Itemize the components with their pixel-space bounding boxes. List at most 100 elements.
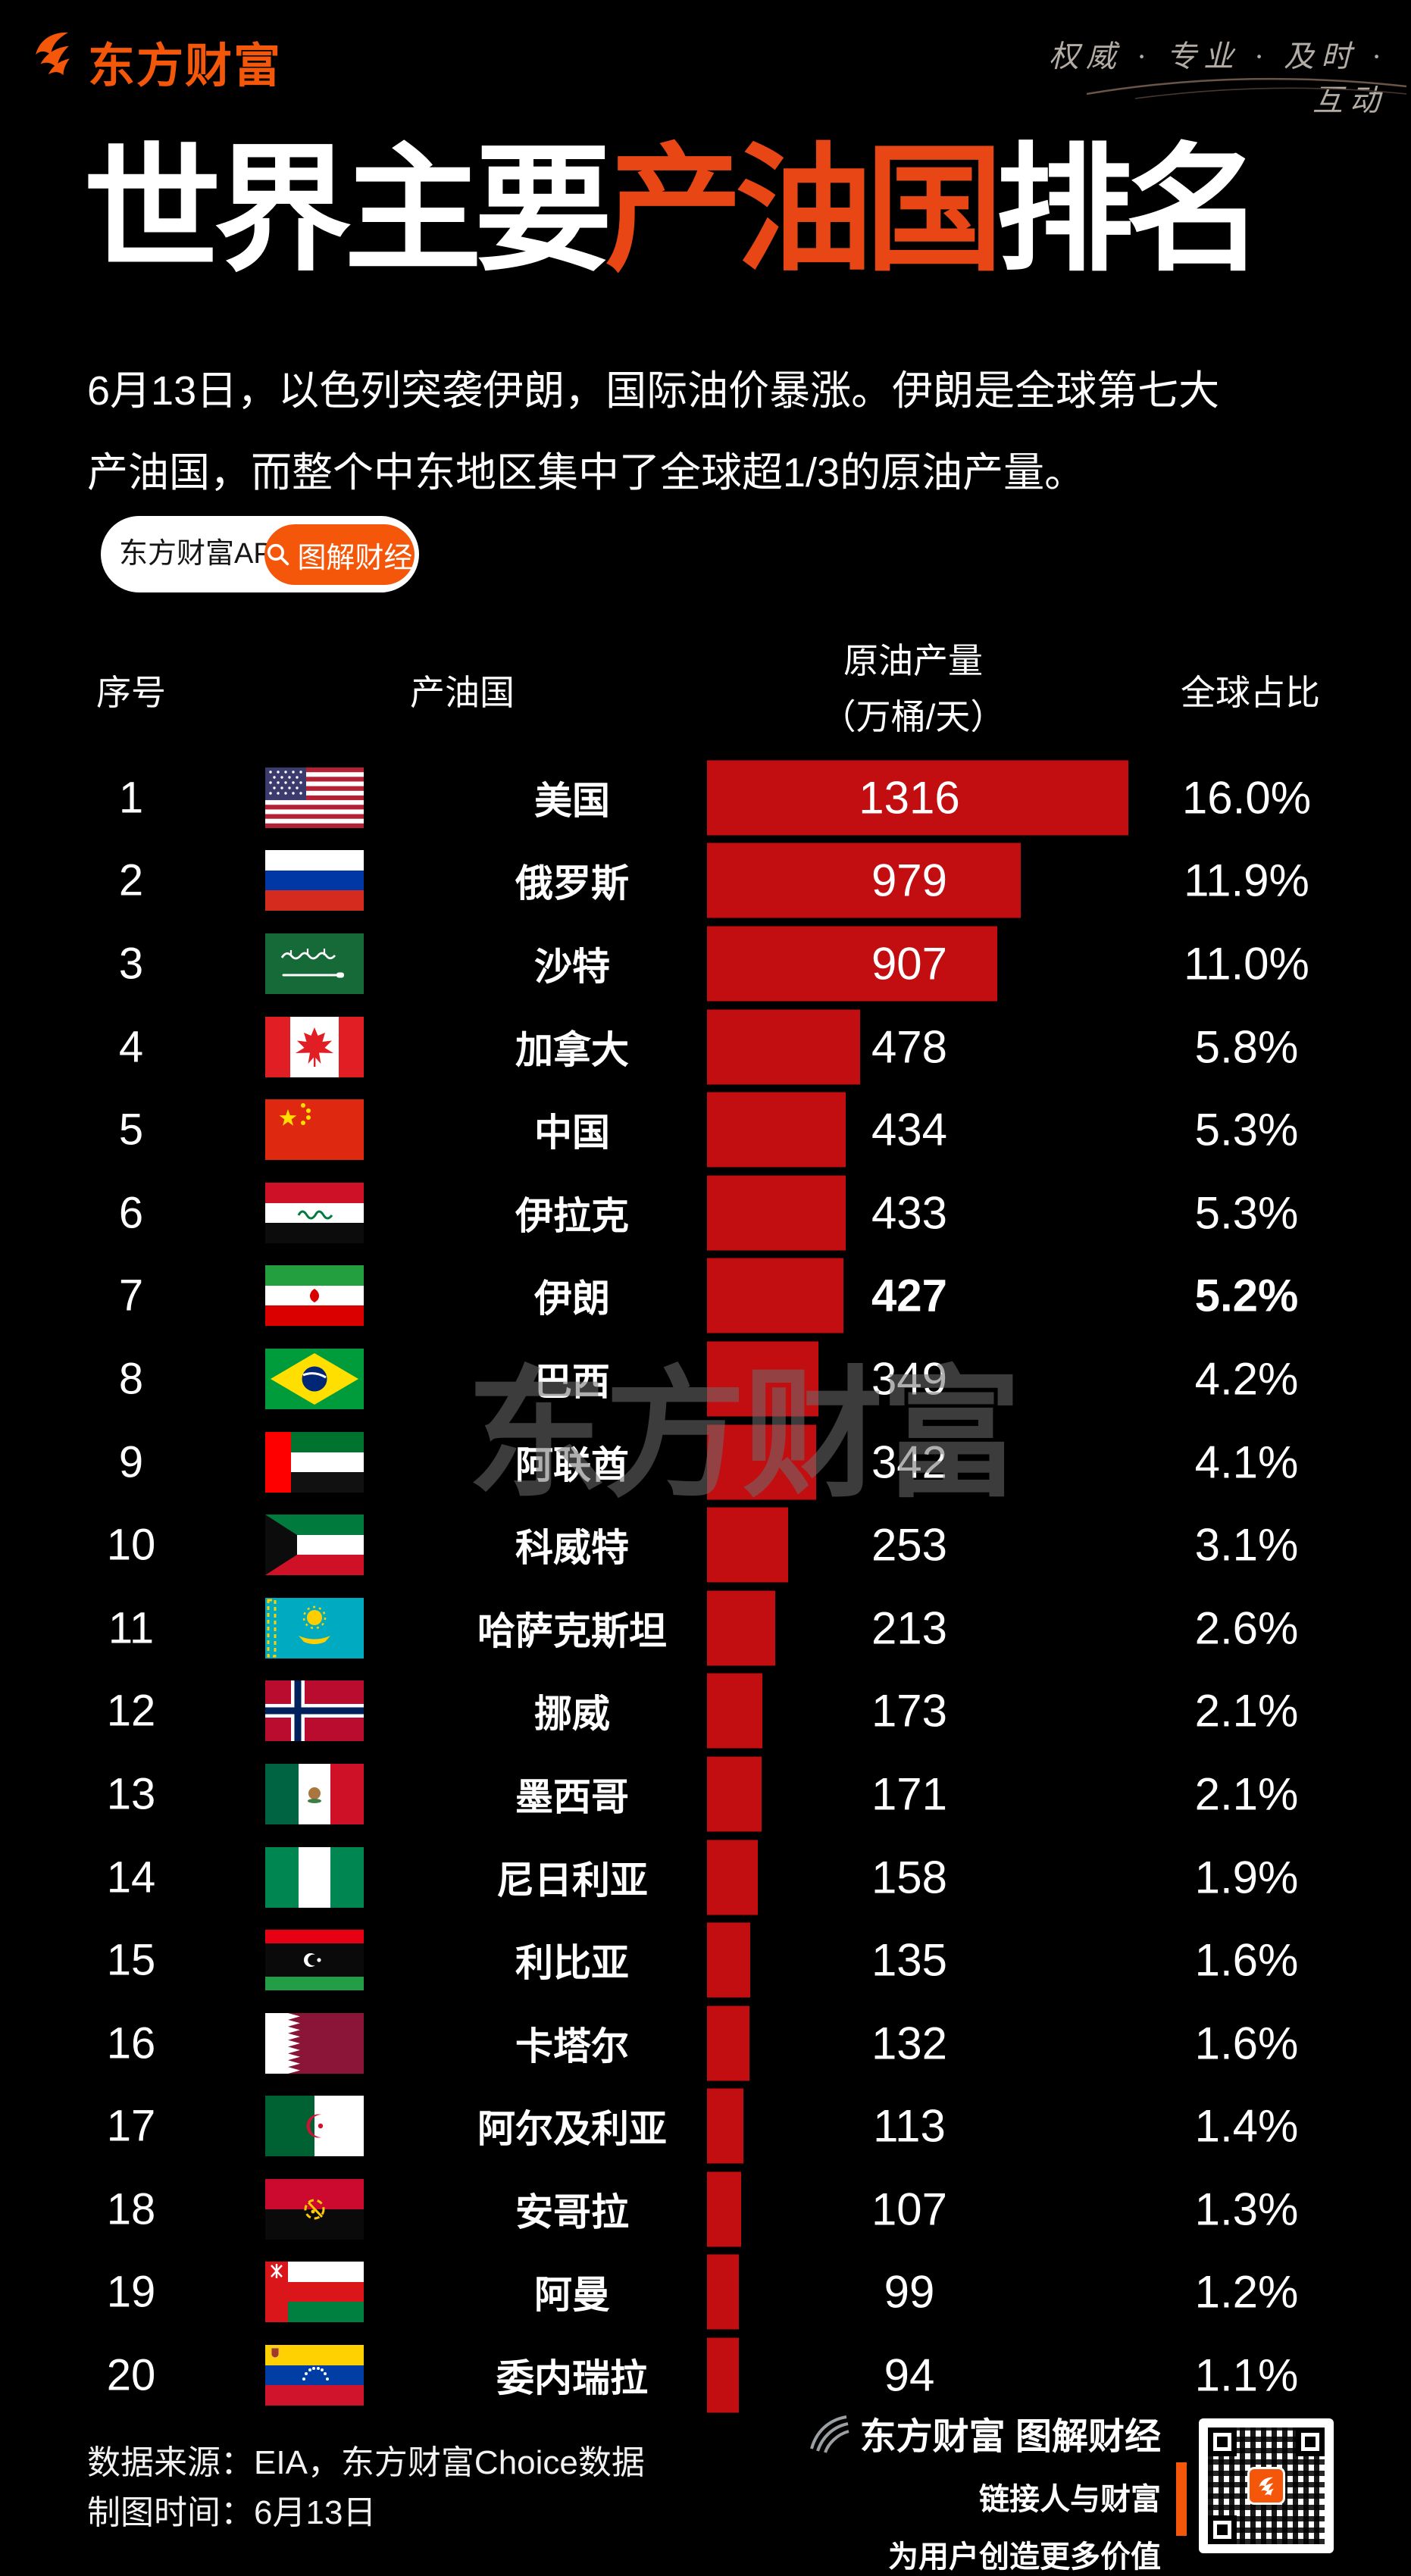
country-name: 委内瑞拉 bbox=[496, 2357, 648, 2400]
production-bar bbox=[707, 1922, 750, 1998]
qr-finder-bottom-left bbox=[1208, 2515, 1237, 2544]
footer-slogan-1: 链接人与财富 bbox=[979, 2483, 1161, 2516]
table-row: 2 俄罗斯 979 11.9% bbox=[0, 839, 1411, 923]
global-share-value: 2.6% bbox=[1194, 1602, 1299, 1654]
production-bar bbox=[707, 2337, 739, 2413]
rank-number: 11 bbox=[108, 1603, 155, 1653]
global-share-value: 1.6% bbox=[1194, 2018, 1299, 2069]
app-name-label: 东方财富APP bbox=[119, 538, 293, 570]
country-name: 美国 bbox=[534, 779, 610, 822]
country-name: 伊朗 bbox=[534, 1277, 610, 1321]
flag-ao-icon bbox=[265, 2178, 364, 2240]
production-bar bbox=[707, 1840, 758, 1915]
column-badge[interactable]: 图解财经 bbox=[264, 524, 415, 585]
table-row: 8 巴西 349 4.2% bbox=[0, 1337, 1411, 1421]
intro-line2: 产油国，而整个中东地区集中了全球超1/3的原油产量。 bbox=[87, 450, 1086, 496]
column-badge-label: 图解财经 bbox=[297, 542, 413, 574]
country-name: 卡塔尔 bbox=[515, 2024, 629, 2068]
production-value: 907 bbox=[871, 938, 948, 989]
country-name: 挪威 bbox=[534, 1693, 610, 1736]
intro-line1: 6月13日，以色列突袭伊朗，国际油价暴涨。伊朗是全球第七大 bbox=[87, 368, 1220, 414]
title-part1: 世界主要 bbox=[83, 133, 612, 287]
flag-ru-icon bbox=[265, 850, 364, 911]
production-value: 94 bbox=[884, 2349, 935, 2401]
table-row: 15 利比亚 135 1.6% bbox=[0, 1918, 1411, 2002]
table-row: 5 中国 434 5.3% bbox=[0, 1088, 1411, 1171]
table-row: 10 科威特 253 3.1% bbox=[0, 1503, 1411, 1587]
search-icon bbox=[267, 543, 289, 566]
flag-ca-icon bbox=[265, 1016, 364, 1077]
rank-number: 20 bbox=[106, 2350, 156, 2400]
table-row: 6 伊拉克 433 5.3% bbox=[0, 1171, 1411, 1255]
rank-number: 15 bbox=[106, 1935, 156, 1985]
flag-sa-icon bbox=[265, 933, 364, 994]
title-part2: 排名 bbox=[996, 133, 1264, 287]
flag-ly-icon bbox=[265, 1930, 364, 1991]
production-value: 213 bbox=[871, 1602, 948, 1654]
table-row: 16 卡塔尔 132 1.6% bbox=[0, 2002, 1411, 2085]
country-name: 伊拉克 bbox=[515, 1194, 629, 1237]
header-country: 产油国 bbox=[410, 673, 515, 712]
production-value: 349 bbox=[871, 1353, 948, 1405]
intro-paragraph: 6月13日，以色列突袭伊朗，国际油价暴涨。伊朗是全球第七大 产油国，而整个中东地… bbox=[87, 350, 1345, 514]
rank-number: 1 bbox=[118, 773, 144, 823]
country-name: 俄罗斯 bbox=[515, 862, 629, 905]
flag-us-icon bbox=[265, 767, 364, 828]
global-share-value: 5.2% bbox=[1194, 1270, 1299, 1321]
global-share-value: 2.1% bbox=[1194, 1768, 1299, 1820]
table-row: 18 安哥拉 107 1.3% bbox=[0, 2168, 1411, 2251]
footer-brand-block: 东方财富 图解财经 链接人与财富 为用户创造更多价值 bbox=[720, 2406, 1161, 2576]
footer-swoosh-icon bbox=[809, 2415, 849, 2453]
production-value: 99 bbox=[884, 2266, 935, 2318]
country-name: 阿尔及利亚 bbox=[477, 2108, 667, 2151]
production-bar bbox=[707, 1009, 860, 1085]
global-share-value: 1.3% bbox=[1194, 2184, 1299, 2235]
rank-number: 7 bbox=[118, 1271, 144, 1321]
table-row: 11 哈萨克斯坦 213 2.6% bbox=[0, 1587, 1411, 1670]
flag-kw-icon bbox=[265, 1515, 364, 1576]
app-promo-button[interactable]: 东方财富APP 图解财经 bbox=[101, 516, 419, 592]
global-share-value: 1.2% bbox=[1194, 2266, 1299, 2318]
production-bar bbox=[707, 2005, 749, 2081]
production-bar bbox=[707, 1673, 762, 1749]
eastmoney-logo-icon bbox=[36, 32, 70, 76]
qr-code bbox=[1199, 2418, 1334, 2553]
header-global-share: 全球占比 bbox=[1181, 673, 1320, 712]
table-row: 3 沙特 907 11.0% bbox=[0, 922, 1411, 1005]
production-bar bbox=[707, 1341, 818, 1417]
country-name: 阿联酋 bbox=[515, 1443, 629, 1487]
country-name: 哈萨克斯坦 bbox=[477, 1609, 667, 1652]
global-share-value: 5.3% bbox=[1194, 1187, 1299, 1239]
table-row: 13 墨西哥 171 2.1% bbox=[0, 1752, 1411, 1836]
production-bar bbox=[707, 1175, 846, 1251]
production-bar bbox=[707, 2171, 741, 2247]
production-value: 107 bbox=[871, 2184, 948, 2235]
qr-finder-top-right bbox=[1296, 2428, 1325, 2456]
country-name: 中国 bbox=[534, 1111, 610, 1155]
production-value: 427 bbox=[871, 1270, 948, 1321]
flag-mx-icon bbox=[265, 1763, 364, 1824]
rank-number: 14 bbox=[106, 1852, 156, 1902]
global-share-value: 4.1% bbox=[1194, 1436, 1299, 1488]
brand-slogan: 权威 · 专业 · 及时 · 互动 bbox=[1049, 39, 1387, 117]
qr-finder-top-left bbox=[1208, 2428, 1237, 2456]
production-value: 478 bbox=[871, 1021, 948, 1073]
production-bar bbox=[707, 1507, 788, 1583]
production-value: 113 bbox=[873, 2100, 946, 2152]
flag-ir-icon bbox=[265, 1265, 364, 1327]
footer-source-block: 数据来源：EIA，东方财富Choice数据 制图时间：6月13日 bbox=[87, 2438, 645, 2538]
production-bar bbox=[707, 926, 997, 1002]
page-title: 世界主要产油国排名 bbox=[83, 137, 1264, 283]
global-share-value: 1.4% bbox=[1194, 2100, 1299, 2152]
country-name: 安哥拉 bbox=[515, 2190, 629, 2234]
footer-brand-line: 东方财富 图解财经 bbox=[859, 2417, 1161, 2457]
flag-br-icon bbox=[265, 1348, 364, 1409]
flag-ve-icon bbox=[265, 2345, 364, 2406]
orange-accent-bar bbox=[1176, 2462, 1187, 2536]
production-bar bbox=[707, 1756, 762, 1832]
global-share-value: 11.9% bbox=[1184, 855, 1309, 906]
global-share-value: 1.6% bbox=[1194, 1934, 1299, 1986]
country-name: 利比亚 bbox=[515, 1942, 629, 1985]
flag-qa-icon bbox=[265, 2012, 364, 2074]
flag-kz-icon bbox=[265, 1597, 364, 1658]
